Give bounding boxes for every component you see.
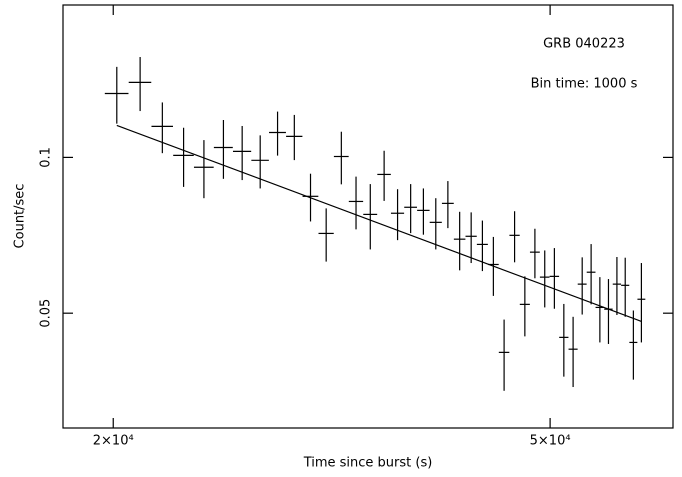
y-tick-label: 0.05 (39, 299, 54, 328)
annotation: Bin time: 1000 s (531, 77, 638, 92)
x-tick-label: 2×10⁴ (93, 434, 134, 449)
annotation: GRB 040223 (543, 37, 625, 52)
y-tick-label: 0.1 (39, 147, 54, 168)
fit-line (116, 124, 642, 322)
y-axis-label: Count/sec (13, 184, 28, 249)
x-axis-label: Time since burst (s) (303, 456, 433, 471)
plot-frame (62, 4, 674, 429)
x-tick-label: 5×10⁴ (530, 434, 571, 449)
